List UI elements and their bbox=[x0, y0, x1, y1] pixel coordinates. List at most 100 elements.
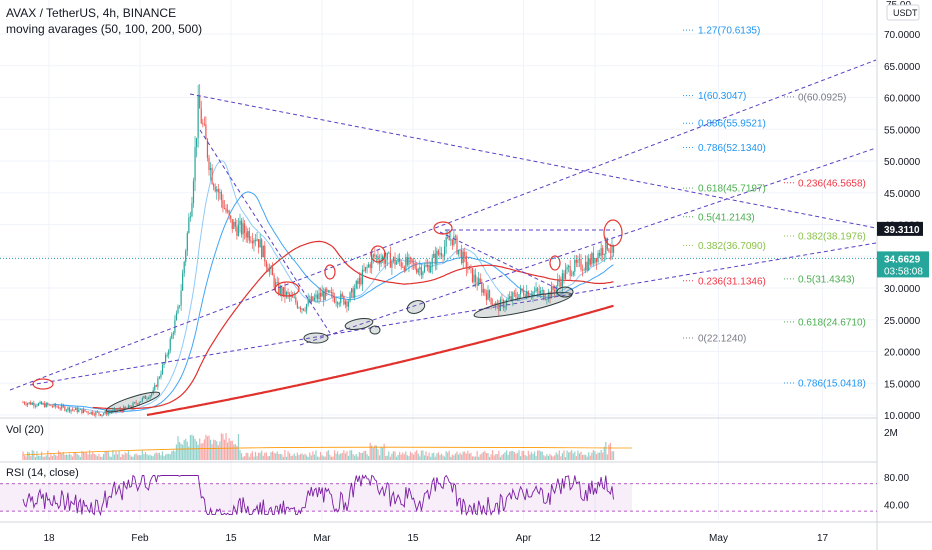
volume-bar bbox=[217, 445, 219, 460]
volume-bar bbox=[560, 456, 562, 460]
candle-body bbox=[371, 256, 373, 269]
volume-bar bbox=[316, 456, 319, 460]
candle-body bbox=[397, 258, 399, 262]
candle-body bbox=[377, 255, 379, 261]
volume-bar bbox=[99, 456, 102, 460]
candle-body bbox=[599, 252, 601, 256]
candle-body bbox=[417, 269, 419, 273]
candle-body bbox=[459, 249, 461, 251]
candle-body bbox=[140, 401, 142, 403]
candle-body bbox=[597, 252, 599, 263]
candle-body bbox=[256, 239, 258, 241]
candle-body bbox=[327, 290, 329, 292]
volume-bar bbox=[48, 456, 50, 460]
volume-bar bbox=[392, 451, 395, 460]
candle-body bbox=[233, 221, 235, 229]
volume-bar bbox=[307, 456, 309, 460]
candle-body bbox=[419, 267, 421, 270]
time-axis-label: Apr bbox=[516, 533, 532, 544]
volume-bar bbox=[192, 435, 195, 460]
volume-bar bbox=[275, 453, 277, 460]
volume-bar bbox=[533, 451, 536, 460]
candle-body bbox=[352, 288, 354, 298]
candle-body bbox=[447, 237, 449, 239]
annotation-ellipse bbox=[344, 318, 374, 330]
volume-bar bbox=[408, 456, 410, 460]
candle-body bbox=[592, 252, 594, 264]
candle-body bbox=[169, 338, 171, 351]
volume-bar bbox=[454, 453, 457, 460]
candle-body bbox=[92, 411, 94, 415]
volume-bar bbox=[149, 454, 151, 460]
volume-bar bbox=[87, 454, 89, 460]
candle-body bbox=[453, 236, 455, 246]
candle-body bbox=[34, 405, 36, 407]
volume-bar bbox=[118, 450, 120, 460]
candle-body bbox=[134, 402, 136, 404]
volume-bar bbox=[199, 438, 201, 460]
volume-bar bbox=[296, 452, 298, 460]
volume-bar bbox=[513, 451, 515, 460]
volume-bar bbox=[326, 451, 328, 460]
candle-body bbox=[374, 254, 376, 257]
volume-bar bbox=[67, 454, 69, 460]
volume-bar bbox=[247, 452, 249, 460]
candle-body bbox=[175, 312, 178, 321]
volume-bar bbox=[395, 456, 398, 460]
candle-body bbox=[48, 404, 50, 406]
volume-bar bbox=[492, 450, 494, 460]
candle-body bbox=[372, 254, 374, 257]
candle-body bbox=[586, 261, 588, 271]
volume-bar bbox=[151, 455, 153, 460]
volume-bar bbox=[519, 456, 522, 460]
volume-bar bbox=[355, 454, 357, 460]
candle-body bbox=[416, 268, 418, 273]
volume-bar bbox=[420, 450, 422, 460]
candle-body bbox=[326, 288, 328, 292]
candle-body bbox=[33, 403, 35, 406]
volume-bar bbox=[611, 451, 613, 460]
pinned-price-badge bbox=[877, 221, 923, 236]
volume-bar bbox=[330, 456, 333, 460]
candle-body bbox=[180, 290, 182, 306]
annotation-ellipse bbox=[32, 378, 54, 390]
volume-bar bbox=[202, 443, 204, 460]
candle-body bbox=[273, 275, 275, 287]
candle-body bbox=[450, 239, 452, 241]
candle-body bbox=[431, 257, 433, 267]
volume-bar bbox=[50, 452, 52, 460]
volume-bar bbox=[445, 451, 447, 460]
volume-bar bbox=[90, 454, 92, 460]
candle-body bbox=[62, 405, 64, 407]
candle-body bbox=[400, 261, 402, 267]
volume-bar bbox=[431, 453, 433, 460]
volume-bar bbox=[487, 453, 489, 460]
candle-body bbox=[428, 265, 430, 273]
candle-body bbox=[524, 295, 526, 298]
fib-label: 0.382(38.1976) bbox=[798, 231, 866, 242]
volume-bar bbox=[290, 455, 292, 460]
volume-bar bbox=[234, 444, 236, 460]
volume-bar bbox=[563, 450, 565, 460]
candle-body bbox=[231, 219, 233, 229]
candle-body bbox=[183, 261, 185, 274]
candle-body bbox=[245, 232, 247, 238]
candle-body bbox=[61, 405, 63, 409]
time-axis-label: Feb bbox=[131, 533, 149, 544]
volume-bar bbox=[265, 452, 267, 460]
candle-body bbox=[602, 248, 604, 255]
candle-body bbox=[482, 289, 484, 293]
candle-body bbox=[188, 217, 190, 233]
candle-body bbox=[513, 292, 515, 294]
candle-body bbox=[580, 259, 582, 270]
volume-bar bbox=[188, 446, 190, 460]
volume-bar bbox=[332, 456, 334, 460]
volume-bar bbox=[39, 455, 41, 460]
candle-body bbox=[81, 409, 83, 414]
candle-body bbox=[420, 267, 422, 276]
volume-bar bbox=[135, 453, 137, 460]
candle-body bbox=[572, 271, 574, 275]
volume-bar bbox=[453, 455, 455, 460]
volume-bar bbox=[564, 456, 567, 460]
